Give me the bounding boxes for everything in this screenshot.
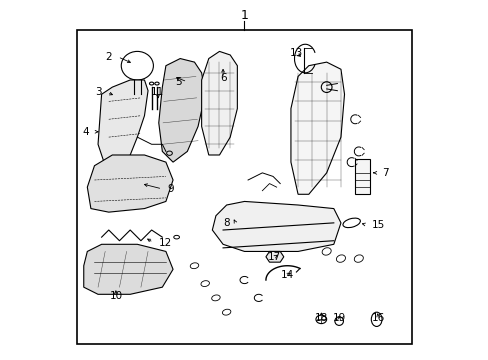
Polygon shape [265,251,283,262]
Text: 14: 14 [280,270,293,280]
Bar [77,30,411,344]
Text: 11: 11 [151,87,164,98]
Text: 3: 3 [95,87,102,98]
Text: 6: 6 [219,73,226,83]
Text: 7: 7 [381,168,388,178]
Polygon shape [98,80,148,166]
Text: 18: 18 [314,312,327,323]
Ellipse shape [155,82,159,85]
Text: 10: 10 [109,291,122,301]
Text: 8: 8 [223,218,230,228]
Ellipse shape [149,82,153,85]
Text: 17: 17 [268,252,281,262]
Text: 15: 15 [370,220,384,230]
Polygon shape [290,62,344,194]
Text: 2: 2 [105,52,112,62]
Text: 9: 9 [167,184,174,194]
Text: 13: 13 [289,48,302,58]
Polygon shape [212,202,340,251]
Text: 16: 16 [371,312,384,323]
Text: 5: 5 [175,77,182,87]
Polygon shape [83,244,173,294]
Text: 19: 19 [332,312,345,323]
Polygon shape [159,59,205,162]
Text: 12: 12 [159,238,172,248]
Polygon shape [201,51,237,155]
Bar [354,158,369,194]
Text: 1: 1 [240,9,248,22]
Polygon shape [87,155,173,212]
Text: 4: 4 [82,127,89,137]
